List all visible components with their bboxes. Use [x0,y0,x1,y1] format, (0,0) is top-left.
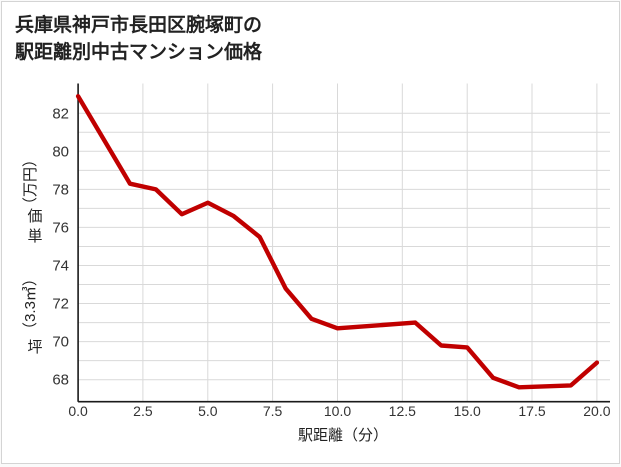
svg-text:82: 82 [52,105,69,122]
svg-text:10.0: 10.0 [324,403,351,419]
svg-text:72: 72 [52,296,69,313]
svg-text:68: 68 [52,372,69,389]
svg-text:単: 単 [27,228,42,245]
svg-text:17.5: 17.5 [518,403,545,419]
svg-text:78: 78 [52,181,69,198]
svg-text:15.0: 15.0 [454,403,481,419]
svg-text:駅距離（分）: 駅距離（分） [298,426,388,444]
svg-text:20.0: 20.0 [583,403,610,419]
svg-text:74: 74 [52,258,69,275]
svg-text:価: 価 [27,208,42,225]
svg-text:0.0: 0.0 [68,403,88,419]
svg-text:（万円）: （万円） [22,152,39,212]
svg-text:5.0: 5.0 [198,403,218,419]
svg-text:12.5: 12.5 [389,403,416,419]
svg-text:80: 80 [52,143,69,160]
svg-text:70: 70 [52,334,69,351]
svg-text:2.5: 2.5 [133,403,153,419]
svg-text:76: 76 [52,219,69,236]
svg-text:7.5: 7.5 [263,403,283,419]
svg-text:坪: 坪 [27,339,42,356]
svg-text:（3.3㎥）: （3.3㎥） [22,271,39,337]
